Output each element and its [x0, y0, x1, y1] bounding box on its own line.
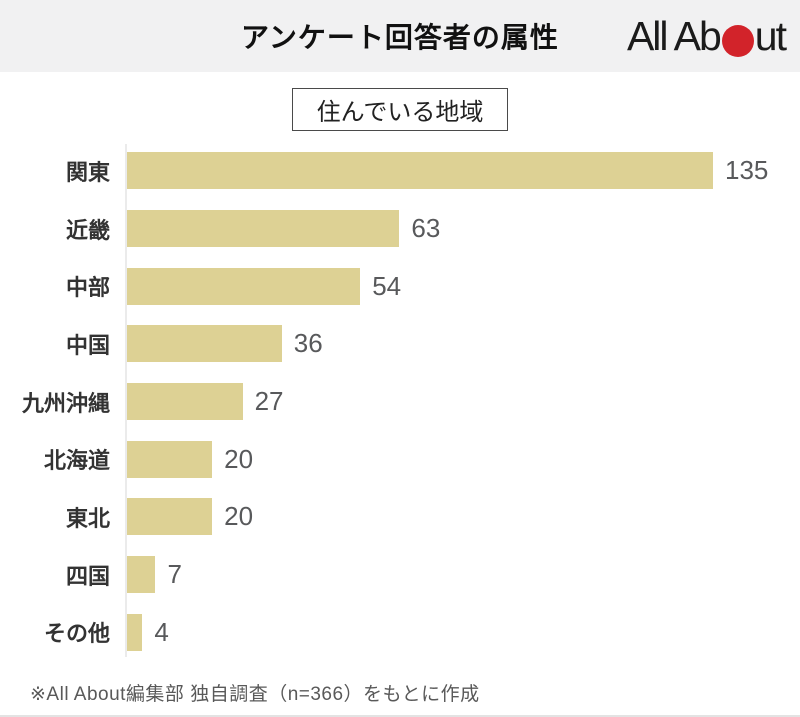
bar	[125, 498, 213, 536]
value-label: 20	[224, 443, 254, 474]
bar-chart: 関東 135 近畿 63 中部 54 中国 36 九州沖縄 27 北海道 20 東北 20 四国 7 その他 4	[0, 142, 800, 661]
bar	[125, 383, 243, 421]
chart-row: 中国 36	[0, 315, 800, 373]
chart-row: 中部 54	[0, 257, 800, 315]
chart-row: 北海道 20	[0, 430, 800, 488]
chart-row: その他 4	[0, 604, 800, 662]
category-label: 近畿	[65, 217, 110, 243]
header: アンケート回答者の属性 All Ab ut	[0, 0, 800, 72]
value-label: 4	[154, 616, 169, 647]
logo-text-before: All Ab	[626, 13, 722, 59]
value-label: 20	[224, 501, 254, 532]
bar	[125, 613, 143, 651]
chart-subtitle: 住んでいる地域	[291, 88, 509, 131]
category-label: 北海道	[43, 448, 110, 474]
bar	[125, 267, 361, 305]
value-label: 7	[167, 559, 182, 590]
category-label: 関東	[65, 159, 110, 185]
category-label: その他	[43, 621, 110, 647]
chart-row: 九州沖縄 27	[0, 373, 800, 431]
bar	[125, 440, 213, 478]
category-label: 中部	[65, 275, 110, 301]
bar	[125, 210, 400, 248]
subtitle-row: 住んでいる地域	[0, 88, 800, 131]
source-note: ※All About編集部 独自調査（n=366）をもとに作成	[30, 684, 480, 706]
category-label: 東北	[65, 505, 110, 531]
value-label: 135	[725, 155, 769, 186]
value-label: 36	[293, 328, 323, 359]
page-title: アンケート回答者の属性	[241, 22, 559, 53]
value-label: 27	[254, 386, 284, 417]
logo-red-dot-icon	[721, 24, 754, 57]
all-about-logo: All Ab ut	[626, 13, 787, 59]
category-label: 九州沖縄	[21, 390, 110, 416]
chart-row: 四国 7	[0, 546, 800, 604]
value-label: 54	[372, 270, 402, 301]
bar	[125, 556, 156, 594]
chart-row: 東北 20	[0, 488, 800, 546]
chart-row: 近畿 63	[0, 200, 800, 258]
bar	[125, 152, 713, 190]
category-label: 中国	[65, 332, 110, 358]
y-axis-line	[125, 144, 127, 658]
logo-text-after: ut	[754, 13, 787, 59]
chart-rows: 関東 135 近畿 63 中部 54 中国 36 九州沖縄 27 北海道 20 東北 20 四国 7 その他 4	[0, 142, 800, 661]
bar	[125, 325, 282, 363]
chart-row: 関東 135	[0, 142, 800, 200]
value-label: 63	[411, 213, 441, 244]
category-label: 四国	[65, 563, 110, 589]
